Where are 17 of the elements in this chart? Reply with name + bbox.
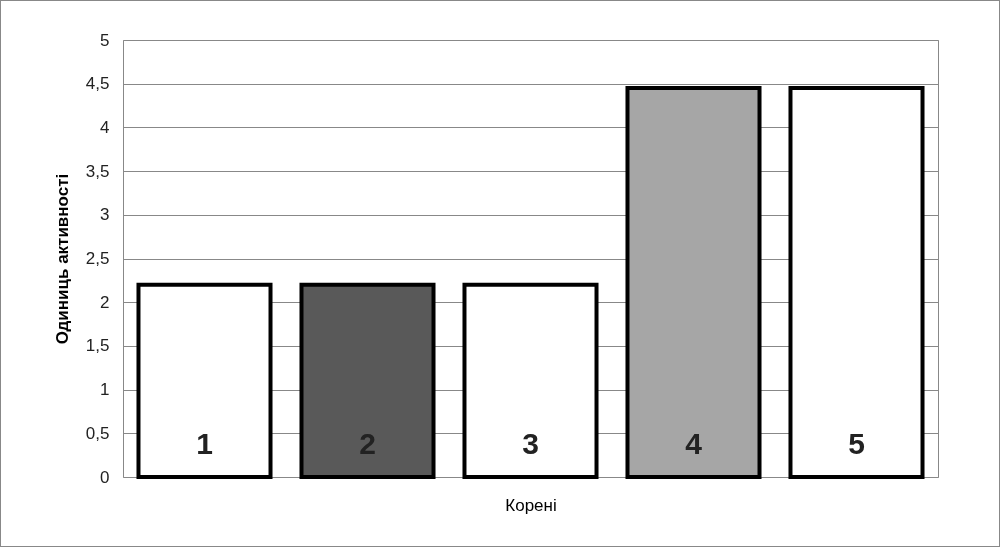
y-tick-label: 4 <box>100 117 110 137</box>
y-tick-label: 2,5 <box>85 249 110 268</box>
x-tick-label: 5 <box>848 426 865 460</box>
x-tick-label: 4 <box>685 426 703 460</box>
y-axis-title: Одиниць активності <box>52 173 72 345</box>
y-tick-label: 3 <box>100 205 110 225</box>
y-tick-label: 5 <box>100 30 110 50</box>
x-axis-title: Корені <box>505 495 557 515</box>
x-tick-label: 3 <box>522 426 539 460</box>
y-tick-label: 1 <box>100 380 110 400</box>
y-tick-label: 4,5 <box>85 74 110 94</box>
y-tick-label: 2 <box>100 292 110 312</box>
y-tick-label: 1,5 <box>85 336 110 356</box>
x-tick-label: 1 <box>196 426 213 460</box>
y-tick-label: 0,5 <box>85 423 110 443</box>
y-tick-label: 0 <box>100 467 110 487</box>
y-tick-label: 3,5 <box>85 161 110 181</box>
